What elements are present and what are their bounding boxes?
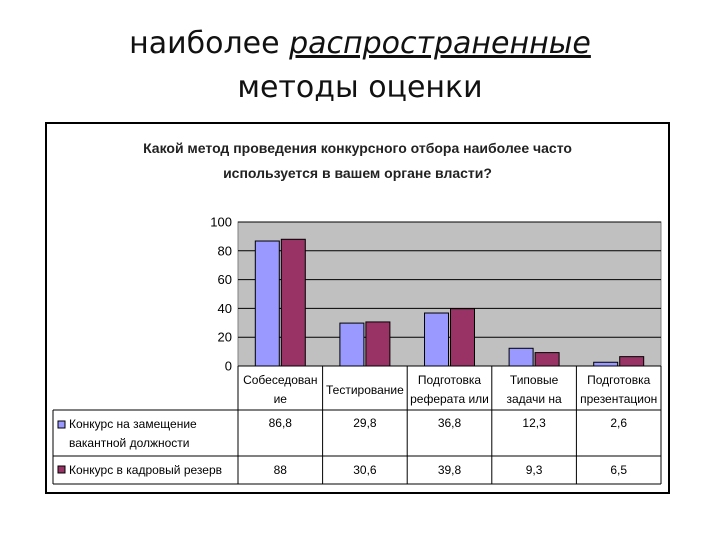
data-value-series-2: 88: [274, 463, 288, 477]
data-value-series-1: 2,6: [610, 416, 627, 430]
chart-frame: Какой метод проведения конкурсного отбор…: [45, 122, 670, 494]
category-label: Подготовка: [587, 373, 650, 387]
category-label: презентацион: [580, 392, 657, 406]
category-label: задачи на: [507, 392, 563, 406]
legend-label-series-1: вакантной должности: [69, 436, 190, 450]
data-value-series-2: 39,8: [438, 463, 462, 477]
category-label: реферата или: [410, 392, 489, 406]
y-tick-label: 20: [218, 330, 232, 345]
legend-label-series-1: Конкурс на замещение: [69, 417, 197, 431]
plot-area: [237, 221, 662, 367]
data-value-series-1: 36,8: [438, 416, 462, 430]
data-value-series-2: 30,6: [353, 463, 377, 477]
category-label: Собеседован: [243, 373, 317, 387]
bar-chart: 0 20 40 60 80 100 Собеседован ие Тестирование Под…: [52, 215, 662, 485]
legend-label-series-2: Конкурс в кадровый резерв: [69, 463, 222, 477]
chart-title-line2: используется в вашем органе власти?: [223, 165, 492, 181]
slide-title-italic: распространенные: [289, 26, 591, 61]
y-tick-label: 80: [218, 243, 232, 258]
slide-title: наиболее распространенные методы оценки: [0, 22, 720, 110]
bar-series-1: [593, 361, 619, 367]
category-label: Подготовка: [418, 373, 481, 387]
bar-series-1: [254, 240, 280, 367]
category-label: Типовые: [510, 373, 559, 387]
chart-title: Какой метод проведения конкурсного отбор…: [47, 136, 668, 186]
bar-series-1: [508, 347, 534, 367]
slide-title-line1: наиболее распространенные: [0, 22, 720, 66]
bar-series-2: [619, 356, 645, 367]
y-tick-label: 100: [210, 215, 232, 230]
slide-title-line2: методы оценки: [237, 70, 483, 105]
y-tick-label: 40: [218, 301, 232, 316]
data-value-series-1: 29,8: [353, 416, 377, 430]
legend-key-series-2: [57, 465, 66, 474]
bar-series-1: [339, 322, 365, 367]
legend-key-series-1: [57, 420, 66, 429]
y-tick-label: 0: [225, 359, 232, 374]
data-value-series-1: 12,3: [522, 416, 546, 430]
bar-series-2: [280, 238, 306, 367]
category-label: ие: [274, 392, 288, 406]
data-value-series-2: 9,3: [526, 463, 543, 477]
bar-series-2: [365, 321, 391, 367]
data-value-series-2: 6,5: [610, 463, 627, 477]
data-value-series-1: 86,8: [269, 416, 293, 430]
y-tick-label: 60: [218, 272, 232, 287]
bar-series-1: [424, 312, 449, 367]
chart-title-line1: Какой метод проведения конкурсного отбор…: [143, 140, 572, 156]
bar-series-2: [534, 352, 560, 367]
slide-title-plain: наиболее: [129, 26, 290, 61]
category-label: Тестирование: [326, 383, 404, 397]
bar-series-2: [450, 308, 475, 367]
